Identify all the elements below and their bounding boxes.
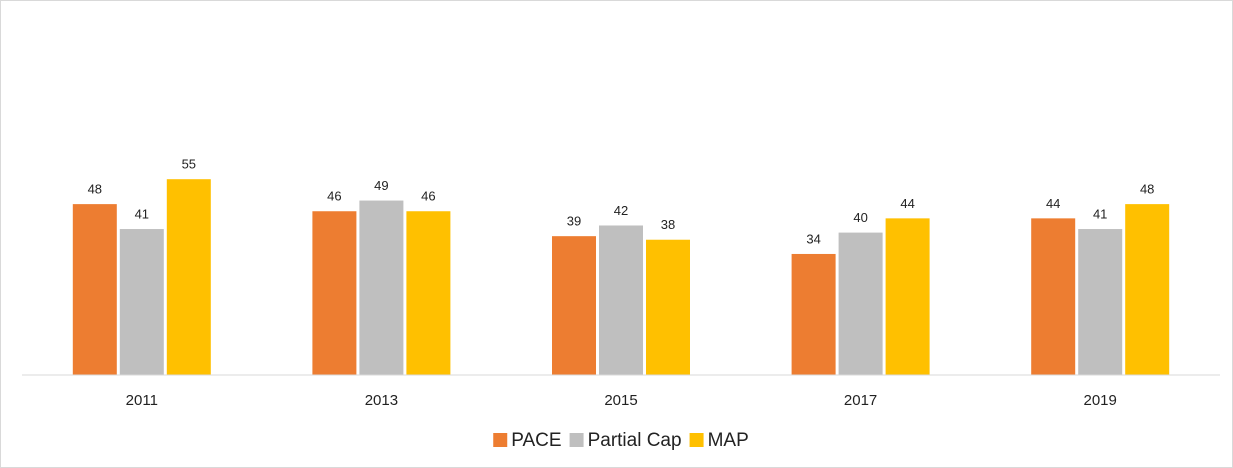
- bar: [1078, 229, 1123, 375]
- x-tick-label: 2017: [844, 392, 877, 409]
- legend-item: PACE: [493, 430, 562, 451]
- data-label: 39: [567, 214, 581, 229]
- data-label: 41: [1093, 206, 1107, 221]
- bar: [166, 179, 211, 375]
- x-tick-label: 2011: [126, 392, 158, 409]
- bar: [646, 239, 690, 375]
- data-label: 55: [182, 157, 196, 172]
- x-tick-label: 2013: [365, 392, 398, 409]
- data-label: 48: [88, 182, 102, 197]
- bar: [1125, 204, 1170, 375]
- data-label: 49: [374, 178, 388, 193]
- bar: [406, 211, 451, 375]
- data-label: 44: [1046, 196, 1060, 211]
- legend-swatch: [569, 433, 584, 447]
- bar: [312, 211, 357, 375]
- legend-item: MAP: [689, 430, 749, 451]
- bar: [72, 204, 117, 375]
- legend-item: Partial Cap: [569, 430, 682, 451]
- bar: [359, 200, 404, 375]
- bar: [599, 225, 643, 375]
- data-label: 38: [661, 217, 675, 232]
- data-label: 34: [806, 231, 820, 246]
- data-label: 41: [135, 206, 149, 221]
- legend-label: PACE: [511, 430, 561, 451]
- bar: [1031, 218, 1076, 375]
- legend-swatch: [689, 433, 704, 447]
- bar: [552, 236, 596, 375]
- bar: [885, 218, 930, 375]
- bar: [119, 229, 164, 375]
- legend-swatch: [493, 433, 508, 447]
- bar: [838, 232, 883, 375]
- data-label: 46: [327, 189, 341, 204]
- x-tick-label: 2019: [1084, 392, 1117, 409]
- data-label: 46: [421, 189, 435, 204]
- legend-label: MAP: [708, 430, 749, 451]
- legend-label: Partial Cap: [588, 430, 682, 451]
- x-tick-label: 2015: [604, 392, 637, 409]
- data-label: 40: [853, 210, 867, 225]
- data-label: 44: [900, 196, 914, 211]
- data-label: 48: [1140, 182, 1154, 197]
- data-label: 42: [614, 203, 628, 218]
- bar: [791, 253, 836, 375]
